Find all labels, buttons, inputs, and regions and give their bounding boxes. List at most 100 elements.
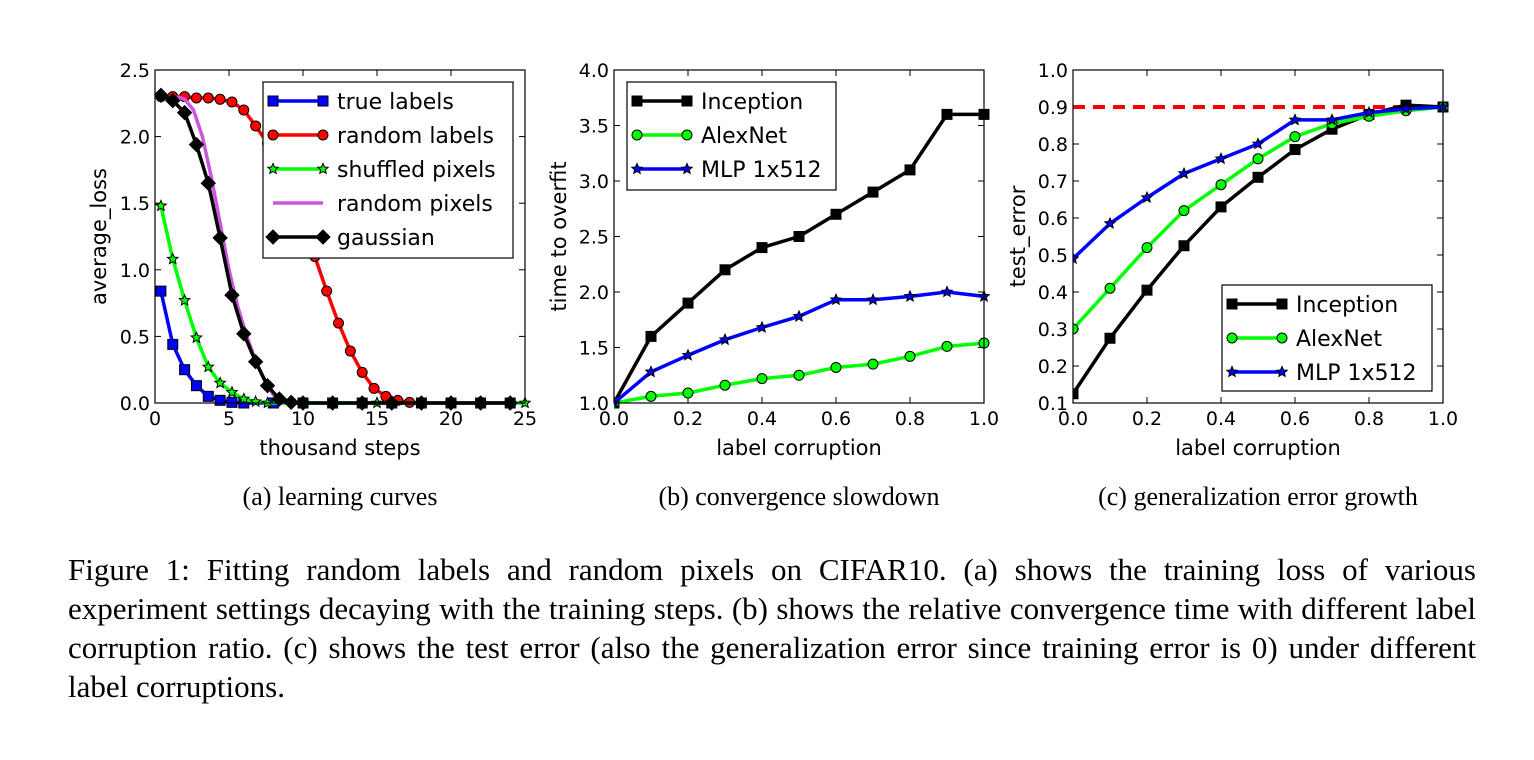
data-point [226,396,238,408]
legend-marker [317,95,329,107]
legend-marker [681,95,693,107]
y-tick-label: 0.5 [1038,245,1068,267]
data-point [226,96,238,108]
data-point [344,345,356,357]
data-point [1178,205,1190,217]
data-point [904,350,916,362]
y-tick-label: 0.4 [1038,282,1068,304]
legend-label: random labels [337,124,494,149]
series-line [1073,105,1444,260]
legend-marker [630,162,644,175]
series-3 [1073,100,1450,265]
x-tick-label: 0.2 [673,408,703,430]
legend-marker [1225,365,1239,378]
x-tick-label: 25 [513,408,537,430]
x-tick-label: 0.6 [1280,408,1310,430]
x-tick-label: 1.0 [1428,408,1458,430]
data-point [166,252,180,265]
x-tick-label: 0.2 [1132,408,1162,430]
y-tick-label: 0.8 [1038,134,1068,156]
y-tick-label: 2.5 [579,227,609,249]
legend-marker [316,162,330,175]
series-line [159,290,511,405]
data-point [224,287,240,303]
y-axis-label: average_loss [87,168,112,305]
y-tick-label: 2.0 [120,127,150,149]
data-point [236,326,252,342]
subfigure-caption: (a) learning curves [243,482,438,511]
figure: 0 5 10 15 20 25 0.0 0.5 1.0 1.5 2.0 2.5 thousand ste… [87,60,1458,511]
subfigure-caption: (c) generalization error growth [1098,482,1418,511]
data-point [756,373,768,385]
data-point [1288,113,1302,126]
data-point [214,93,226,105]
legend-marker [1276,332,1288,344]
data-point [645,330,657,342]
x-tick-label: 0.8 [895,408,925,430]
y-tick-label: 1.5 [120,193,150,215]
data-point [830,208,842,220]
y-tick-label: 2.5 [120,60,150,82]
series-2 [614,337,990,409]
legend-label: Inception [1296,293,1398,318]
data-point [682,387,694,399]
legend-marker [1226,332,1238,344]
series-1 [155,285,516,409]
legend: true labels random labels shuffled pixels r… [262,81,514,259]
x-tick-label: 0 [149,408,161,430]
y-tick-label: 4.0 [579,60,609,82]
x-tick-label: 5 [223,408,235,430]
x-axis-label: label corruption [716,436,882,460]
data-point [238,104,250,116]
x-tick-label: 0.4 [1206,408,1236,430]
data-point [792,309,806,322]
data-point [682,297,694,309]
data-point [1252,153,1264,165]
data-point [867,358,879,370]
data-point [718,332,732,346]
data-point [1362,105,1376,119]
data-point [829,293,843,306]
series-3 [614,285,991,409]
data-point [165,92,181,109]
legend-marker [265,229,281,245]
chart-panel-2: 0.0 0.2 0.4 0.6 0.8 1.0 1.0 1.5 2.0 2.5 3.0 3.5 4.0 l… [547,60,999,511]
data-point [259,377,276,394]
data-point [645,390,657,402]
axes-frame [1072,69,1444,404]
data-point [356,366,368,378]
data-point [1141,242,1153,254]
data-point [1214,152,1228,165]
legend-marker [1226,298,1238,310]
x-tick-label: 0.8 [1354,408,1384,430]
data-point [237,392,251,405]
legend-marker [267,95,279,107]
data-point [756,242,768,254]
data-point [155,87,169,104]
data-point [904,164,916,176]
data-point [719,264,731,276]
data-point [793,231,805,242]
figure-caption: Figure 1: Fitting random labels and rand… [68,552,1476,704]
data-point [1073,251,1080,265]
axes-frame [613,69,985,404]
data-point [1177,166,1191,180]
legend-marker [680,162,694,175]
legend-marker [315,229,331,245]
data-point [940,285,954,298]
y-tick-label: 3.5 [579,116,609,138]
y-axis-label: test_error [1006,185,1031,287]
data-point [214,394,226,406]
data-point [1325,113,1339,126]
legend-label: MLP 1x512 [701,158,822,183]
data-point [941,340,953,352]
legend: Inception AlexNet MLP 1x512 [626,81,837,191]
x-tick-label: 1.0 [969,408,999,430]
axes-frame [154,69,526,404]
legend-label: AlexNet [1296,327,1382,352]
x-tick-label: 0.4 [747,408,777,430]
data-point [190,380,202,392]
data-point [1215,201,1227,213]
data-point [1289,131,1301,143]
data-point [1104,332,1116,344]
